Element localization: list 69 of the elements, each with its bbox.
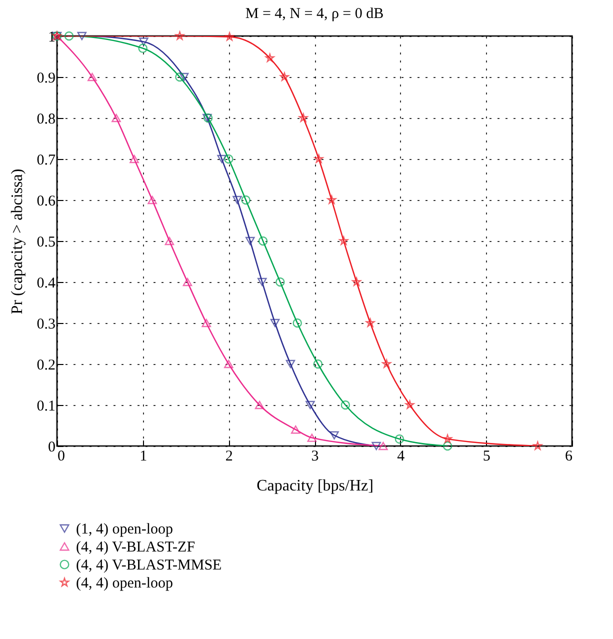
x-tick-label: 3 (311, 448, 319, 464)
x-tick-label: 1 (140, 448, 148, 464)
point (148, 196, 157, 204)
point (88, 72, 97, 82)
y-axis-title: Pr (capacity > abcissa) (8, 168, 26, 314)
point (175, 31, 184, 40)
point (202, 318, 211, 328)
point (298, 113, 308, 122)
point (327, 195, 336, 204)
x-axis-title: Capacity [bps/Hz] (256, 478, 374, 494)
legend-label: (4, 4) V-BLAST-MMSE (76, 558, 222, 574)
x-tick-label: 6 (565, 448, 573, 464)
point (164, 236, 174, 246)
point (232, 196, 242, 204)
x-tick-label: 2 (225, 448, 233, 464)
point (276, 277, 285, 287)
point (217, 154, 226, 164)
point (442, 441, 452, 451)
point (258, 278, 267, 286)
point (394, 434, 404, 444)
point (292, 318, 302, 328)
point (130, 154, 139, 164)
y-tick-label: 0.3 (36, 316, 56, 332)
point (339, 236, 348, 245)
y-tick-label: 0.9 (36, 70, 56, 86)
point (286, 360, 296, 368)
point (225, 32, 234, 41)
point (245, 236, 255, 246)
point (138, 44, 148, 53)
point (307, 434, 317, 442)
y-tick-label: 0.7 (36, 152, 56, 168)
point (314, 154, 324, 163)
point (175, 72, 184, 82)
point (366, 318, 375, 327)
point (382, 359, 392, 368)
legend-label: (4, 4) open-loop (76, 576, 174, 592)
point (77, 32, 87, 40)
point (182, 278, 192, 286)
point (139, 38, 148, 46)
y-tick-label: 0.2 (36, 358, 56, 374)
point (224, 360, 234, 368)
point (290, 426, 300, 434)
point (378, 442, 388, 450)
point (112, 114, 121, 122)
point (372, 442, 381, 450)
point (241, 195, 250, 205)
point (270, 318, 280, 328)
point (254, 400, 264, 410)
x-tick-label: 4 (397, 448, 406, 464)
point (64, 31, 74, 41)
chart-title: M = 4, N = 4, ρ = 0 dB (245, 6, 384, 22)
point (330, 431, 339, 440)
point (313, 359, 323, 369)
y-tick-label: 0.8 (36, 112, 56, 128)
x-tick-label: 5 (482, 448, 490, 464)
point (224, 154, 234, 164)
y-tick-label: 0.4 (36, 276, 56, 292)
y-tick-label: 0.6 (36, 194, 56, 210)
point (306, 400, 315, 410)
legend-label: (1, 4) open-loop (76, 522, 174, 538)
point (340, 400, 350, 410)
y-tick-label: 0.5 (36, 234, 56, 250)
y-tick-label: 1 (48, 30, 56, 46)
point (179, 72, 189, 82)
point (258, 236, 268, 246)
legend-label: (4, 4) V-BLAST-ZF (76, 540, 196, 556)
point (405, 400, 414, 409)
y-tick-label: 0.1 (36, 398, 56, 414)
point (533, 441, 542, 450)
